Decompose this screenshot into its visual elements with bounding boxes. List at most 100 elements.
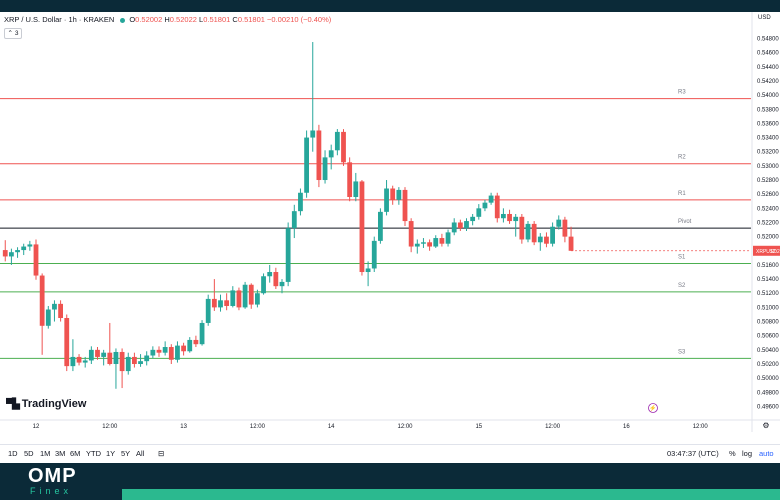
timeframe-5d[interactable]: 5D: [24, 449, 34, 458]
candle-body: [544, 236, 549, 244]
candle-body: [175, 345, 180, 360]
candle-body: [291, 211, 297, 229]
candle-body: [494, 195, 500, 219]
candle-body: [334, 131, 340, 151]
price-tick-label: 0.52800: [757, 178, 779, 184]
price-tick-label: 0.52600: [757, 192, 779, 198]
price-tick-label: 0.53800: [757, 107, 779, 113]
timeframe-all[interactable]: All: [136, 449, 145, 458]
candle-body: [427, 242, 432, 247]
symbol-legend: XRP / U.S. Dollar · 1h · KRAKEN O0.52002 …: [4, 15, 331, 25]
candle-body: [273, 272, 279, 287]
timeframe-5y[interactable]: 5Y: [121, 449, 131, 458]
timeframe-6m[interactable]: 6M: [70, 449, 81, 458]
date-range-icon[interactable]: ⊟: [158, 449, 165, 458]
candle-body: [298, 192, 303, 212]
top-strip: [0, 0, 780, 12]
candle-body: [199, 322, 205, 345]
chevron-up-icon: ⌃: [7, 30, 13, 37]
candle-body: [211, 298, 217, 308]
indicator-collapse-button[interactable]: ⌃ 3: [4, 28, 22, 39]
candle-body: [261, 276, 266, 294]
brand-sub: Finex: [30, 486, 73, 496]
level-label-pivot: Pivot: [678, 219, 692, 225]
price-badge-countdown: 12:23: [770, 249, 780, 255]
auto-scale-button[interactable]: auto: [759, 449, 774, 458]
log-scale-button[interactable]: log: [742, 449, 753, 458]
candle-body: [205, 298, 211, 323]
candle-body: [402, 189, 408, 222]
time-tick-label: 16: [623, 424, 630, 430]
price-tick-label: 0.51000: [757, 305, 779, 311]
candle-body: [451, 222, 457, 233]
candle-body: [568, 236, 574, 251]
candle-body: [433, 238, 439, 247]
candle-body: [156, 349, 162, 353]
timeframe-ytd[interactable]: YTD: [86, 449, 101, 458]
candle-body: [255, 293, 260, 305]
high-label: H: [164, 15, 170, 24]
candle-body: [414, 243, 420, 247]
candle-body: [45, 309, 51, 326]
price-tick-label: 0.54600: [757, 51, 779, 57]
time-tick-label: 12: [33, 424, 40, 430]
lightning-icon: [648, 403, 658, 413]
candle-body: [507, 213, 512, 222]
candle-body: [107, 352, 113, 365]
time-tick-label: 12:00: [397, 424, 413, 430]
time-tick-label: 12:00: [250, 424, 266, 430]
candle-body: [562, 219, 568, 237]
candle-body: [82, 360, 88, 363]
symbol-title[interactable]: XRP / U.S. Dollar · 1h · KRAKEN: [4, 15, 115, 24]
candle-body: [359, 181, 365, 273]
percent-scale-button[interactable]: %: [729, 449, 736, 458]
price-tick-label: 0.54000: [757, 93, 779, 99]
time-tick-label: 12:00: [693, 424, 709, 430]
chart-canvas[interactable]: USD 0.54800 0.54600 0.54400 0.54200 0.54000 0.…: [0, 12, 780, 432]
timeframe-1m[interactable]: 1M: [40, 449, 51, 458]
close-value: 0.51801: [237, 15, 265, 24]
tradingview-mark-icon: ▀▙: [6, 399, 20, 410]
price-tick-label: 0.53200: [757, 150, 779, 156]
candle-body: [9, 252, 14, 257]
candle-body: [150, 349, 156, 356]
candle-body: [279, 281, 285, 287]
candle-body: [2, 250, 8, 257]
price-tick-label: 0.53000: [757, 164, 779, 170]
candle-body: [556, 219, 562, 227]
candle-body: [267, 272, 273, 277]
level-label-r3: R3: [678, 90, 686, 96]
candle-body: [304, 137, 309, 193]
candle-body: [64, 318, 70, 367]
timeframe-3m[interactable]: 3M: [55, 449, 66, 458]
gear-icon[interactable]: ⚙: [762, 421, 769, 430]
tradingview-logo[interactable]: ▀▙ TradingView: [6, 398, 86, 410]
lightning-glyph: ⚡: [649, 404, 656, 412]
price-badge-symbol: XRPUSD: [756, 249, 777, 255]
chart-panel[interactable]: USD 0.54800 0.54600 0.54400 0.54200 0.54000 0.…: [0, 12, 780, 463]
open-label: O: [129, 15, 136, 24]
close-label: C: [232, 15, 238, 24]
timeframe-1d[interactable]: 1D: [8, 449, 18, 458]
candle-body: [328, 150, 334, 158]
candle-body: [482, 202, 488, 209]
candle-body: [347, 162, 353, 198]
candle-body: [236, 290, 242, 308]
utc-clock[interactable]: 03:47:37 (UTC): [667, 449, 719, 458]
bottom-toolbar: 1D 5D 1M 3M 6M YTD 1Y 5Y All ⊟ 03:47:37 …: [0, 444, 780, 463]
change-value: −0.00210 (−0.40%): [267, 15, 332, 24]
candle-body: [513, 216, 519, 222]
price-tick-label: 0.50400: [757, 348, 779, 354]
candle-body: [138, 361, 143, 365]
timeframe-1y[interactable]: 1Y: [106, 449, 116, 458]
price-tick-label: 0.54200: [757, 79, 779, 85]
candle-body: [525, 223, 531, 240]
candle-body: [15, 250, 20, 253]
price-tick-label: 0.52400: [757, 206, 779, 212]
candle-body: [21, 246, 27, 251]
candle-body: [421, 242, 426, 244]
brand-accent-bar: [122, 489, 780, 500]
candle-body: [501, 213, 506, 219]
candle-body: [242, 284, 248, 308]
candle-body: [181, 345, 186, 352]
